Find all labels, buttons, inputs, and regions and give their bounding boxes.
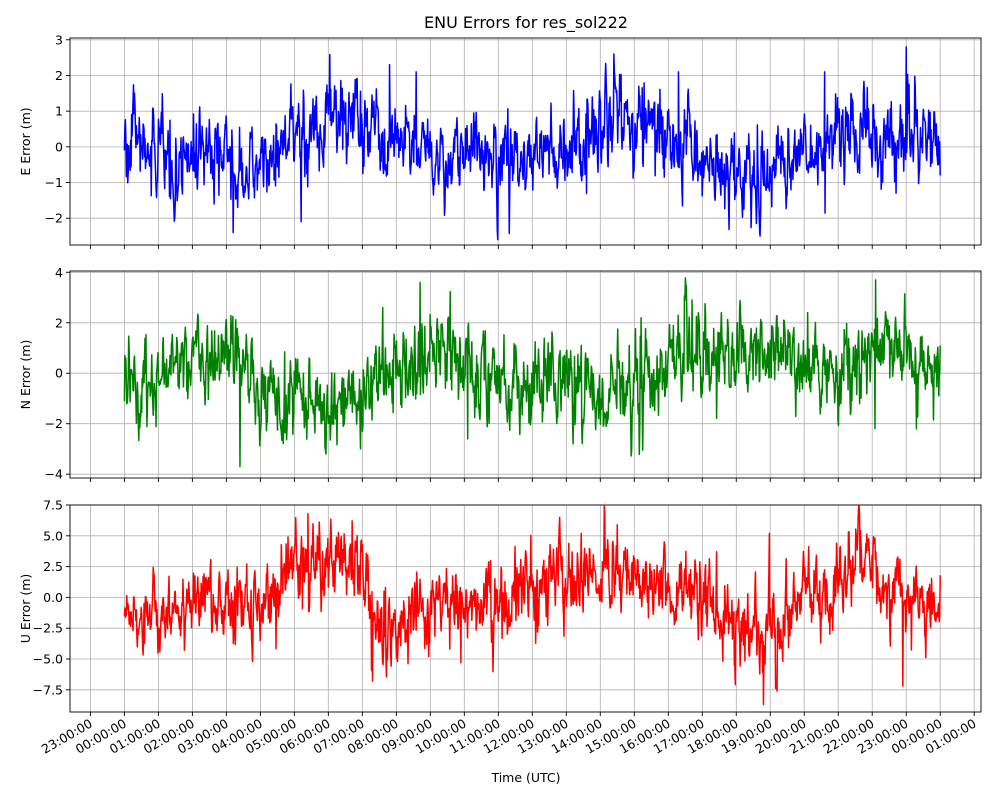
y-tick-label: 0 (55, 366, 63, 381)
y-axis-label: N Error (m) (18, 340, 33, 410)
y-tick-label: 0.0 (43, 590, 63, 605)
y-axis-label: E Error (m) (18, 107, 33, 175)
y-tick-label: 7.5 (43, 498, 63, 513)
series-line (123, 46, 941, 241)
y-tick-label: −5.0 (33, 652, 63, 667)
subplot-1: −2 −1 0 1 2 3 E Error (m) (18, 32, 982, 249)
series-line (123, 277, 941, 468)
y-tick-label: 5.0 (43, 528, 63, 543)
y-tick-label: 2 (55, 68, 63, 83)
y-tick-label: −4 (45, 467, 63, 482)
x-axis-label: Time (UTC) (490, 770, 560, 785)
y-tick-label: −2 (45, 211, 63, 226)
y-tick-label: −7.5 (33, 682, 63, 697)
y-tick-label: 2.5 (43, 559, 63, 574)
figure-title: ENU Errors for res_sol222 (424, 13, 628, 33)
series-line (123, 505, 941, 706)
y-tick-label: −1 (45, 175, 63, 190)
y-tick-label: 1 (55, 104, 63, 119)
y-tick-label: 2 (55, 315, 63, 330)
y-tick-label: 4 (55, 265, 63, 280)
axes-frame (69, 504, 982, 713)
y-tick-label: −2.5 (33, 621, 63, 636)
y-tick-label: 3 (55, 32, 63, 47)
y-tick-label: 0 (55, 139, 63, 154)
y-axis-label: U Error (m) (18, 574, 33, 644)
axes-frame (69, 37, 982, 246)
subplot-3: −7.5−5.0−2.50.02.55.07.5U Error (m)23:00… (18, 498, 982, 757)
subplot-2: −4 −2 0 2 4 N Error (m) (18, 265, 982, 482)
axes-frame (69, 270, 982, 479)
y-tick-label: −2 (45, 416, 63, 431)
